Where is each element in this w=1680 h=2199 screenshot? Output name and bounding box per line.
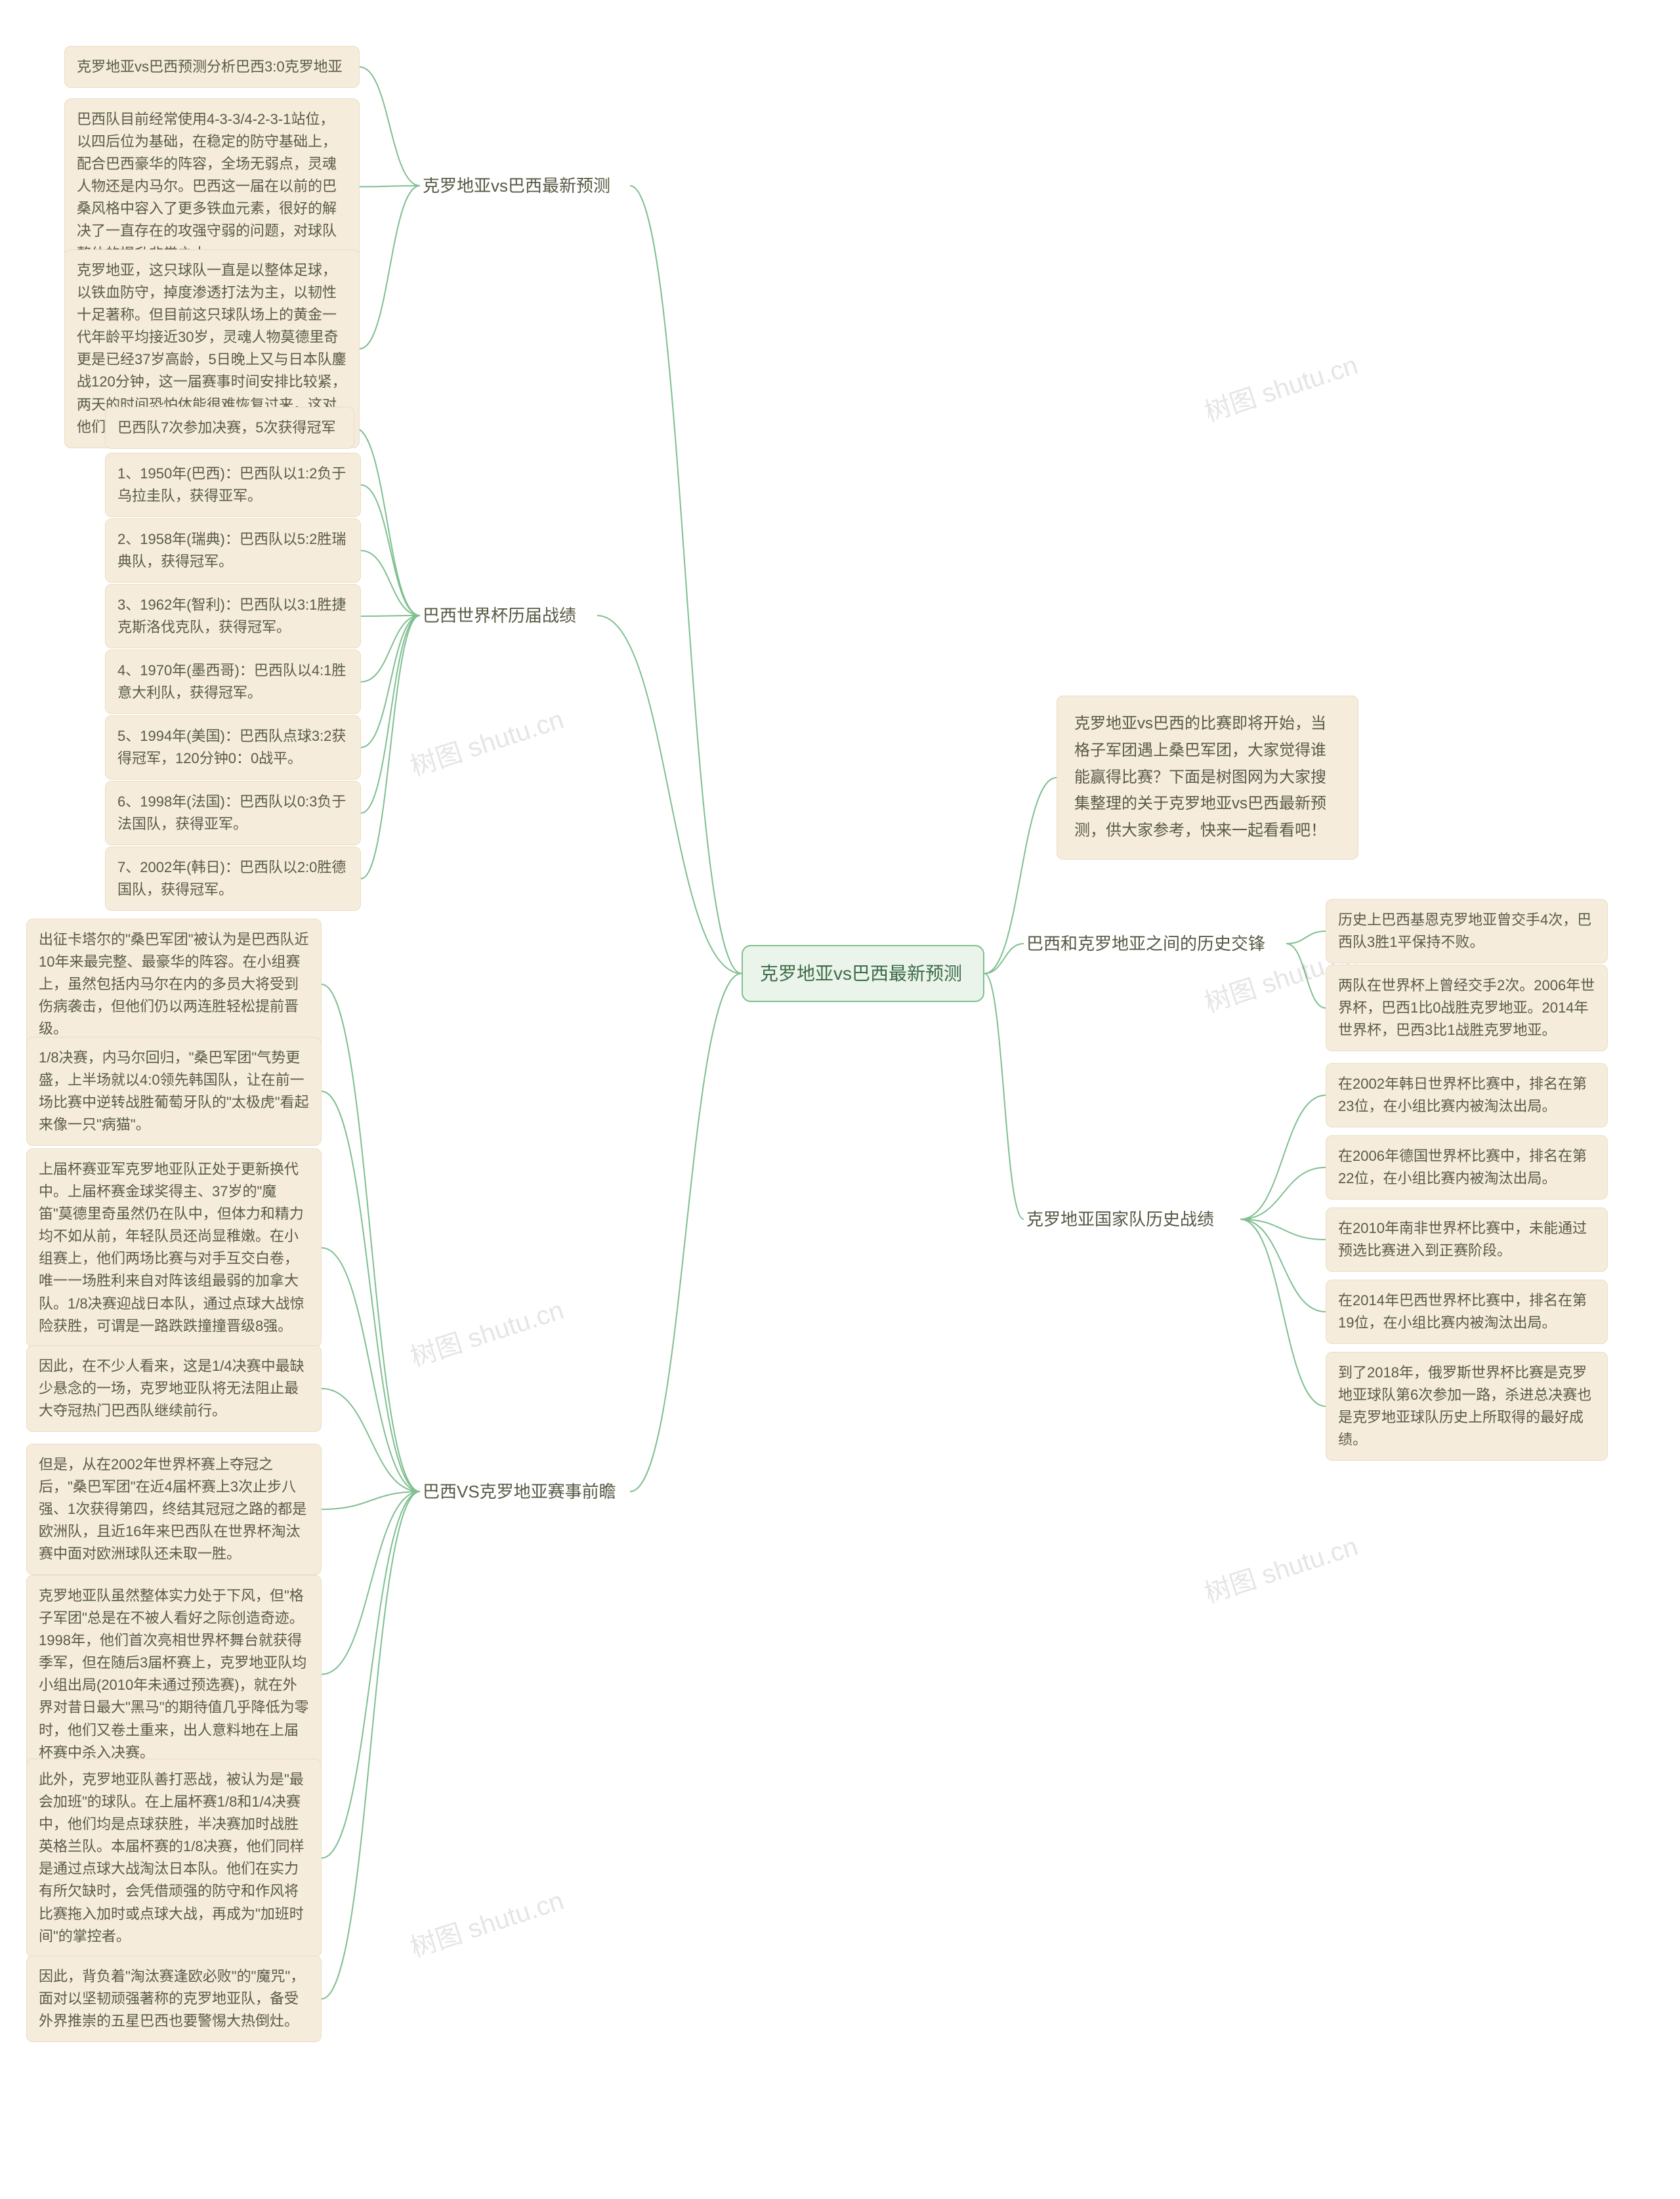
intro-text: 克罗地亚vs巴西的比赛即将开始，当格子军团遇上桑巴军团，大家觉得谁能赢得比赛？下…	[1057, 696, 1358, 860]
branch-brazil-history[interactable]: 巴西世界杯历届战绩	[420, 597, 597, 634]
leaf-preview-0: 出征卡塔尔的"桑巴军团"被认为是巴西队近10年来最完整、最豪华的阵容。在小组赛上…	[26, 919, 322, 1050]
leaf-croatia-2: 在2010年南非世界杯比赛中，未能通过预选比赛进入到正赛阶段。	[1326, 1207, 1608, 1272]
watermark: 树图 shutu.cn	[405, 698, 568, 784]
leaf-history-3: 3、1962年(智利)：巴西队以3:1胜捷克斯洛伐克队，获得冠军。	[105, 584, 361, 648]
leaf-preview-5: 克罗地亚队虽然整体实力处于下风，但"格子军团"总是在不被人看好之际创造奇迹。19…	[26, 1575, 322, 1774]
branch-head-to-head[interactable]: 巴西和克罗地亚之间的历史交锋	[1024, 925, 1286, 962]
leaf-history-6: 6、1998年(法国)：巴西队以0:3负于法国队，获得亚军。	[105, 781, 361, 845]
leaf-preview-3: 因此，在不少人看来，这是1/4决赛中最缺少悬念的一场，克罗地亚队将无法阻止最大夺…	[26, 1345, 322, 1432]
leaf-forecast-1: 巴西队目前经常使用4-3-3/4-2-3-1站位，以四后位为基础，在稳定的防守基…	[64, 98, 360, 275]
leaf-croatia-0: 在2002年韩日世界杯比赛中，排名在第23位，在小组比赛内被淘汰出局。	[1326, 1063, 1608, 1127]
leaf-history-4: 4、1970年(墨西哥)：巴西队以4:1胜意大利队，获得冠军。	[105, 650, 361, 714]
leaf-history-0: 巴西队7次参加决赛，5次获得冠军	[105, 407, 354, 449]
branch-croatia-history[interactable]: 克罗地亚国家队历史战绩	[1024, 1201, 1240, 1238]
leaf-history-2: 2、1958年(瑞典)：巴西队以5:2胜瑞典队，获得冠军。	[105, 518, 361, 583]
leaf-croatia-4: 到了2018年，俄罗斯世界杯比赛是克罗地亚球队第6次参加一路，杀进总决赛也是克罗…	[1326, 1352, 1608, 1461]
leaf-preview-7: 因此，背负着"淘汰赛逢欧必败"的"魔咒"，面对以坚韧顽强著称的克罗地亚队，备受外…	[26, 1956, 322, 2042]
leaf-forecast-0: 克罗地亚vs巴西预测分析巴西3:0克罗地亚	[64, 46, 360, 88]
branch-preview[interactable]: 巴西VS克罗地亚赛事前瞻	[420, 1473, 630, 1510]
leaf-history-1: 1、1950年(巴西)：巴西队以1:2负于乌拉圭队，获得亚军。	[105, 453, 361, 517]
watermark: 树图 shutu.cn	[1199, 1525, 1362, 1610]
leaf-h2h-1: 两队在世界杯上曾经交手2次。2006年世界杯，巴西1比0战胜克罗地亚。2014年…	[1326, 965, 1608, 1051]
leaf-preview-1: 1/8决赛，内马尔回归，"桑巴军团"气势更盛，上半场就以4:0领先韩国队，让在前…	[26, 1037, 322, 1146]
watermark: 树图 shutu.cn	[405, 1289, 568, 1374]
leaf-history-5: 5、1994年(美国)：巴西队点球3:2获得冠军，120分钟0：0战平。	[105, 715, 361, 780]
leaf-croatia-1: 在2006年德国世界杯比赛中，排名在第22位，在小组比赛内被淘汰出局。	[1326, 1135, 1608, 1200]
leaf-history-7: 7、2002年(韩日)：巴西队以2:0胜德国队，获得冠军。	[105, 847, 361, 911]
leaf-croatia-3: 在2014年巴西世界杯比赛中，排名在第19位，在小组比赛内被淘汰出局。	[1326, 1280, 1608, 1344]
leaf-h2h-0: 历史上巴西基恩克罗地亚曾交手4次，巴西队3胜1平保持不败。	[1326, 899, 1608, 963]
leaf-preview-4: 但是，从在2002年世界杯赛上夺冠之后，"桑巴军团"在近4届杯赛上3次止步八强、…	[26, 1444, 322, 1575]
leaf-preview-6: 此外，克罗地亚队善打恶战，被认为是"最会加班"的球队。在上届杯赛1/8和1/4决…	[26, 1759, 322, 1958]
leaf-preview-2: 上届杯赛亚军克罗地亚队正处于更新换代中。上届杯赛金球奖得主、37岁的"魔笛"莫德…	[26, 1148, 322, 1347]
mindmap-center-node[interactable]: 克罗地亚vs巴西最新预测	[742, 945, 984, 1002]
watermark: 树图 shutu.cn	[1199, 344, 1362, 429]
branch-forecast[interactable]: 克罗地亚vs巴西最新预测	[420, 167, 630, 204]
watermark: 树图 shutu.cn	[405, 1879, 568, 1965]
